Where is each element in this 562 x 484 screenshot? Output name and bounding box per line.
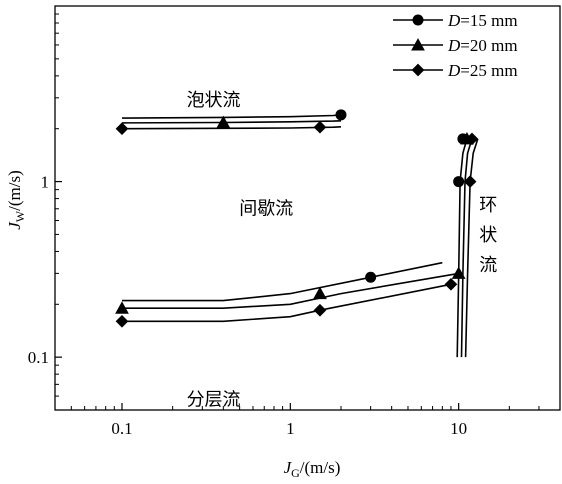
series-d25-point-7 (465, 132, 479, 146)
y-axis-label: JW/(m/s) (5, 170, 27, 229)
legend-label-d20: D=20 mm (447, 36, 518, 55)
x-tick-label: 1 (286, 419, 295, 438)
series-d25-line-3 (464, 138, 479, 358)
series-d15-point-1 (335, 109, 347, 121)
series-d25-point-5 (444, 277, 458, 291)
legend-marker-d25 (411, 63, 425, 77)
region-label-1: 泡状流 (187, 90, 241, 111)
y-axis-label-main: J (5, 221, 24, 230)
series-d15-line-2 (122, 261, 443, 302)
series-d25-line-2 (122, 283, 452, 323)
region-label-4: 环 (479, 195, 497, 216)
marker-layer (115, 109, 479, 328)
plot-frame (54, 5, 561, 411)
series-d15-line-1 (121, 114, 342, 119)
x-tick-label: 0.1 (111, 419, 132, 438)
series-d20-point-4 (451, 266, 466, 279)
series-d25-point-2 (115, 314, 129, 328)
series-d20-line-1 (121, 120, 342, 124)
legend: D=15 mm D=20 mm D=25 mm (393, 11, 518, 80)
series-d25-point-6 (463, 175, 477, 188)
legend-label-d15: D=15 mm (447, 11, 518, 30)
series-d25-line-1 (121, 126, 342, 130)
x-tick-label: 10 (450, 419, 467, 438)
legend-marker-d20 (411, 38, 425, 51)
x-axis-label-rest: /(m/s) (300, 458, 341, 477)
series-layer (121, 114, 479, 358)
series-d15-point-2 (365, 271, 377, 283)
series-d15-point-3 (453, 176, 465, 188)
x-axis-label: JG/(m/s) (284, 458, 341, 480)
region-label-2: 间歇流 (239, 198, 293, 219)
y-tick-label: 0.1 (28, 348, 49, 367)
series-d25-point-3 (313, 120, 327, 134)
legend-marker-d15 (412, 14, 424, 26)
region-label-3: 分层流 (187, 390, 241, 411)
y-axis-label-sub: W (13, 210, 27, 222)
legend-label-d25: D=25 mm (447, 61, 518, 80)
region-label-6: 流 (479, 255, 497, 276)
x-axis-label-sub: G (291, 466, 300, 480)
series-d25-point-4 (313, 303, 327, 317)
series-d20-point-3 (313, 286, 327, 300)
y-tick-label: 1 (41, 173, 50, 192)
y-axis-label-rest: /(m/s) (5, 170, 24, 211)
x-axis-label-main: J (284, 458, 293, 477)
series-d20-point-2 (216, 115, 231, 129)
region-label-5: 状 (479, 225, 497, 246)
series-d20-point-1 (115, 301, 129, 314)
series-d20-line-2 (122, 272, 459, 310)
tick-layer: 0.1 1 10 0.1 1 (28, 13, 540, 438)
series-d25-point-1 (115, 122, 129, 136)
